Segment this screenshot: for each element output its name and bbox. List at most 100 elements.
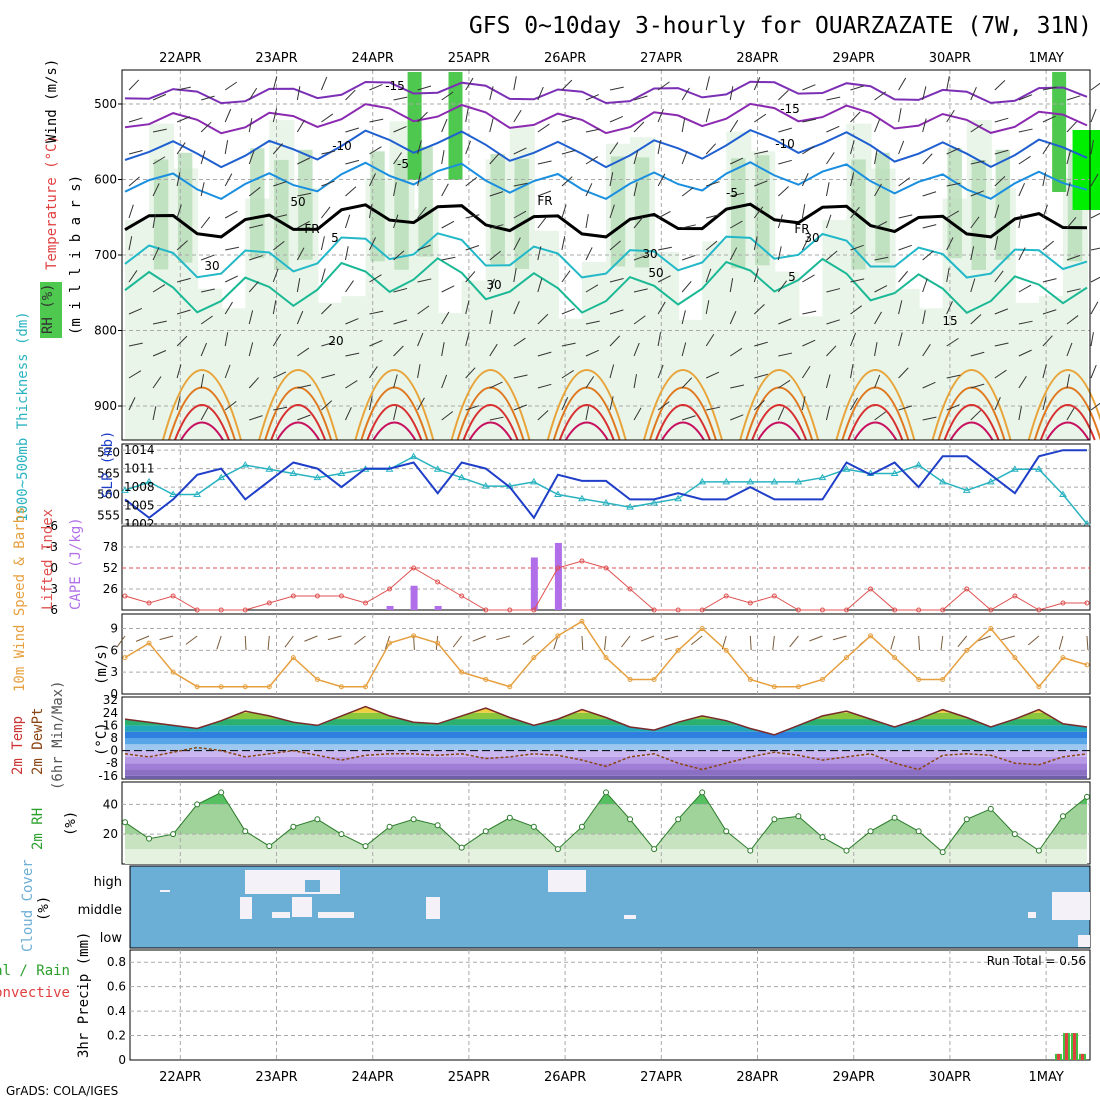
- precip-convective-bar: [1065, 1033, 1068, 1060]
- wind-barb: [681, 187, 694, 197]
- top-date-label: 29APR: [833, 51, 875, 66]
- thickness-point: [265, 465, 274, 472]
- wind-barb: [729, 347, 743, 357]
- rh-point: [458, 844, 465, 851]
- wind10m-point: [314, 676, 320, 682]
- wind-barb: [345, 186, 357, 197]
- wind10m-point: [194, 684, 200, 690]
- wind-barb: [681, 415, 696, 421]
- wind-barb: [417, 140, 422, 155]
- wind-barb: [417, 278, 432, 283]
- wind10m-unit: (m/s): [94, 643, 110, 685]
- wind10m-barb: [1001, 635, 1015, 641]
- rh2m-unit: (%): [63, 811, 79, 836]
- wind-barb: [970, 246, 975, 261]
- wind-barb: [417, 172, 422, 187]
- wind-barb: [537, 160, 552, 165]
- lifted-index-point: [723, 593, 729, 599]
- li-tick-label: -6: [46, 519, 58, 533]
- slp-axis-label: SLP (mb): [100, 431, 116, 498]
- rh-point: [819, 834, 826, 841]
- wind-barb: [970, 278, 976, 293]
- rh-point: [723, 828, 730, 835]
- cloud-cell: [426, 897, 440, 919]
- warm-arch: [546, 369, 627, 441]
- wind10m-barb: [135, 635, 150, 642]
- wind-barb: [1042, 335, 1053, 347]
- wind-barb: [393, 319, 408, 325]
- wind-barb: [658, 246, 672, 251]
- lifted-index-point: [387, 586, 393, 592]
- wind-barb: [441, 374, 448, 389]
- wind-barb: [513, 147, 527, 155]
- rh-point: [506, 814, 513, 821]
- wind10m-barb: [832, 635, 847, 641]
- thickness-point: [193, 490, 202, 498]
- rh-point: [867, 828, 874, 835]
- wind-barb: [320, 76, 328, 91]
- rh-point: [915, 828, 922, 835]
- wind-barb: [922, 118, 927, 133]
- wind10m-barb: [522, 635, 535, 646]
- wind-barb: [369, 204, 373, 219]
- wind10m-barb: [772, 635, 775, 650]
- wind-barb: [417, 111, 428, 123]
- cape-bar: [434, 605, 442, 610]
- wind-barb: [441, 411, 454, 421]
- wind-barb: [778, 127, 792, 133]
- wind-barb: [1042, 278, 1057, 283]
- slp-tick-label: 1014: [124, 443, 155, 457]
- wind-barb: [609, 86, 624, 91]
- wind-barb: [681, 310, 686, 325]
- wind-barb: [850, 111, 861, 123]
- wind-barb: [321, 206, 331, 219]
- wind-barb: [537, 278, 543, 293]
- wind-barb: [489, 278, 495, 293]
- warm-arch: [931, 369, 1012, 441]
- contour-label: -10: [332, 139, 352, 153]
- lifted-index-point: [170, 593, 176, 599]
- wind10m-point: [459, 669, 465, 675]
- wind10m-barb: [640, 635, 655, 642]
- wind-barb: [561, 270, 571, 283]
- cape-tick-label: 26: [103, 582, 118, 596]
- warm-arch: [372, 421, 417, 441]
- bottom-date-label: 22APR: [159, 1070, 201, 1085]
- wind-barb: [802, 84, 816, 91]
- rh-shade-mid: [634, 157, 650, 268]
- wind-barb: [705, 240, 718, 251]
- contour-label: 50: [290, 195, 305, 209]
- wind-barb: [537, 190, 552, 197]
- thickness-point: [938, 477, 947, 485]
- contour-label: 50: [648, 266, 663, 280]
- lifted-index-axis-label: Lifted Index: [40, 509, 56, 610]
- rh-shade-mid: [418, 146, 433, 257]
- warm-arch: [270, 404, 327, 441]
- rh-point: [122, 819, 128, 826]
- wind10m-barb: [159, 635, 174, 641]
- wind-barb: [272, 268, 279, 283]
- wind-barb: [850, 332, 857, 347]
- warm-arch: [847, 404, 904, 441]
- top-date-label: 30APR: [929, 51, 971, 66]
- wind-barb: [778, 159, 792, 165]
- rh-legend-swatch: [40, 282, 62, 338]
- wind-barb: [633, 315, 646, 325]
- wind-barb: [777, 407, 785, 421]
- slp-tick-label: 1005: [124, 499, 155, 513]
- wind-barb: [754, 150, 769, 155]
- slp-line: [124, 449, 1087, 520]
- rh-point: [771, 816, 778, 823]
- wind-barb: [369, 396, 373, 411]
- wind-barb: [224, 401, 237, 411]
- wind10m-point: [411, 633, 417, 639]
- temperature-contour: [124, 161, 1088, 201]
- lifted-index-point: [603, 565, 609, 571]
- wind-barb: [344, 407, 352, 421]
- wind-barb: [417, 85, 432, 91]
- wind-barb: [657, 140, 662, 155]
- temperature-contour: [124, 128, 1088, 169]
- wind10m-point: [290, 655, 296, 661]
- wind10m-barb: [604, 635, 607, 650]
